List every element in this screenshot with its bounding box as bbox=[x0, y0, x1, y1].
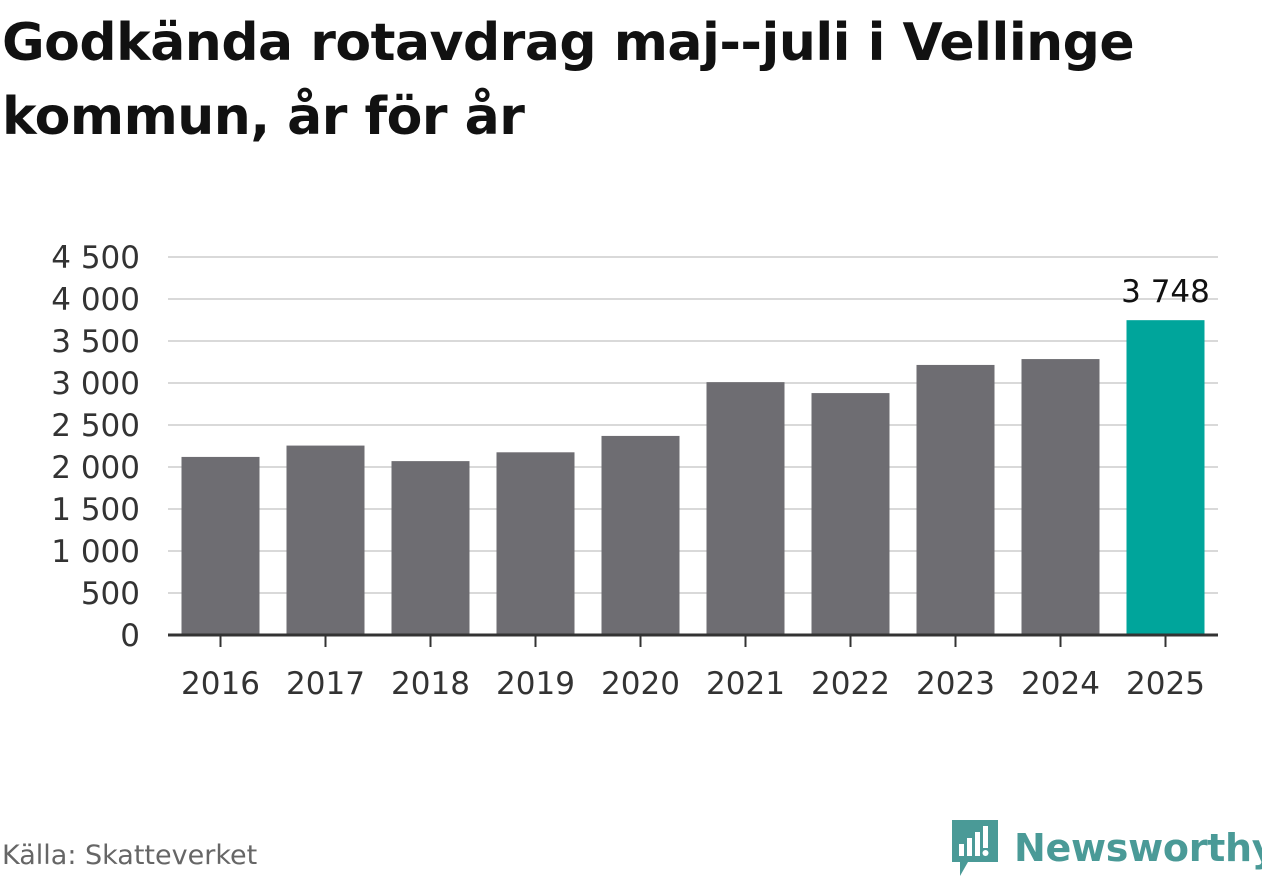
x-tick-label: 2025 bbox=[1126, 666, 1205, 702]
x-tick-label: 2023 bbox=[916, 666, 995, 702]
bars bbox=[181, 320, 1205, 635]
bar-2016 bbox=[181, 456, 260, 635]
x-axis-ticks: 2016 2017 2018 2019 2020 2021 2022 2023 2024 2025 bbox=[181, 635, 1205, 702]
y-axis-ticks: 0 500 1 000 1 500 2 000 2 500 3 000 3 500 4 000 4… bbox=[51, 240, 140, 654]
bar-2020 bbox=[601, 435, 680, 635]
chart-title: Godkända rotavdrag maj--juli i Vellinge … bbox=[2, 13, 1135, 147]
bar-2023 bbox=[916, 364, 995, 635]
x-tick-label: 2024 bbox=[1021, 666, 1100, 702]
y-tick-label: 3 000 bbox=[51, 366, 140, 402]
bar-2018 bbox=[391, 461, 470, 635]
x-tick-label: 2019 bbox=[496, 666, 575, 702]
y-tick-label: 1 500 bbox=[51, 492, 140, 528]
y-tick-label: 1 000 bbox=[51, 534, 140, 570]
data-labels: 3 748 bbox=[1121, 274, 1210, 310]
y-tick-label: 0 bbox=[120, 618, 140, 654]
newsworthy-logo-icon bbox=[952, 820, 998, 876]
data-label-2025: 3 748 bbox=[1121, 274, 1210, 310]
brand-logo: Newsworthy bbox=[950, 818, 1262, 878]
y-tick-label: 3 500 bbox=[51, 324, 140, 360]
bar-2021 bbox=[706, 382, 785, 635]
source-note: Källa: Skatteverket bbox=[2, 840, 258, 871]
bar-2024 bbox=[1021, 359, 1100, 635]
bar-2017 bbox=[286, 445, 365, 635]
x-tick-label: 2018 bbox=[391, 666, 470, 702]
x-tick-label: 2021 bbox=[706, 666, 785, 702]
y-tick-label: 500 bbox=[81, 576, 140, 612]
y-tick-label: 2 500 bbox=[51, 408, 140, 444]
bar-2022 bbox=[811, 393, 890, 635]
bar-2019 bbox=[496, 452, 575, 635]
y-tick-label: 4 000 bbox=[51, 282, 140, 318]
y-tick-label: 2 000 bbox=[51, 450, 140, 486]
brand-name: Newsworthy bbox=[1014, 826, 1262, 870]
x-tick-label: 2016 bbox=[181, 666, 260, 702]
y-tick-label: 4 500 bbox=[51, 240, 140, 276]
x-tick-label: 2020 bbox=[601, 666, 680, 702]
x-tick-label: 2017 bbox=[286, 666, 365, 702]
x-tick-label: 2022 bbox=[811, 666, 890, 702]
bar-2025 bbox=[1126, 320, 1205, 635]
